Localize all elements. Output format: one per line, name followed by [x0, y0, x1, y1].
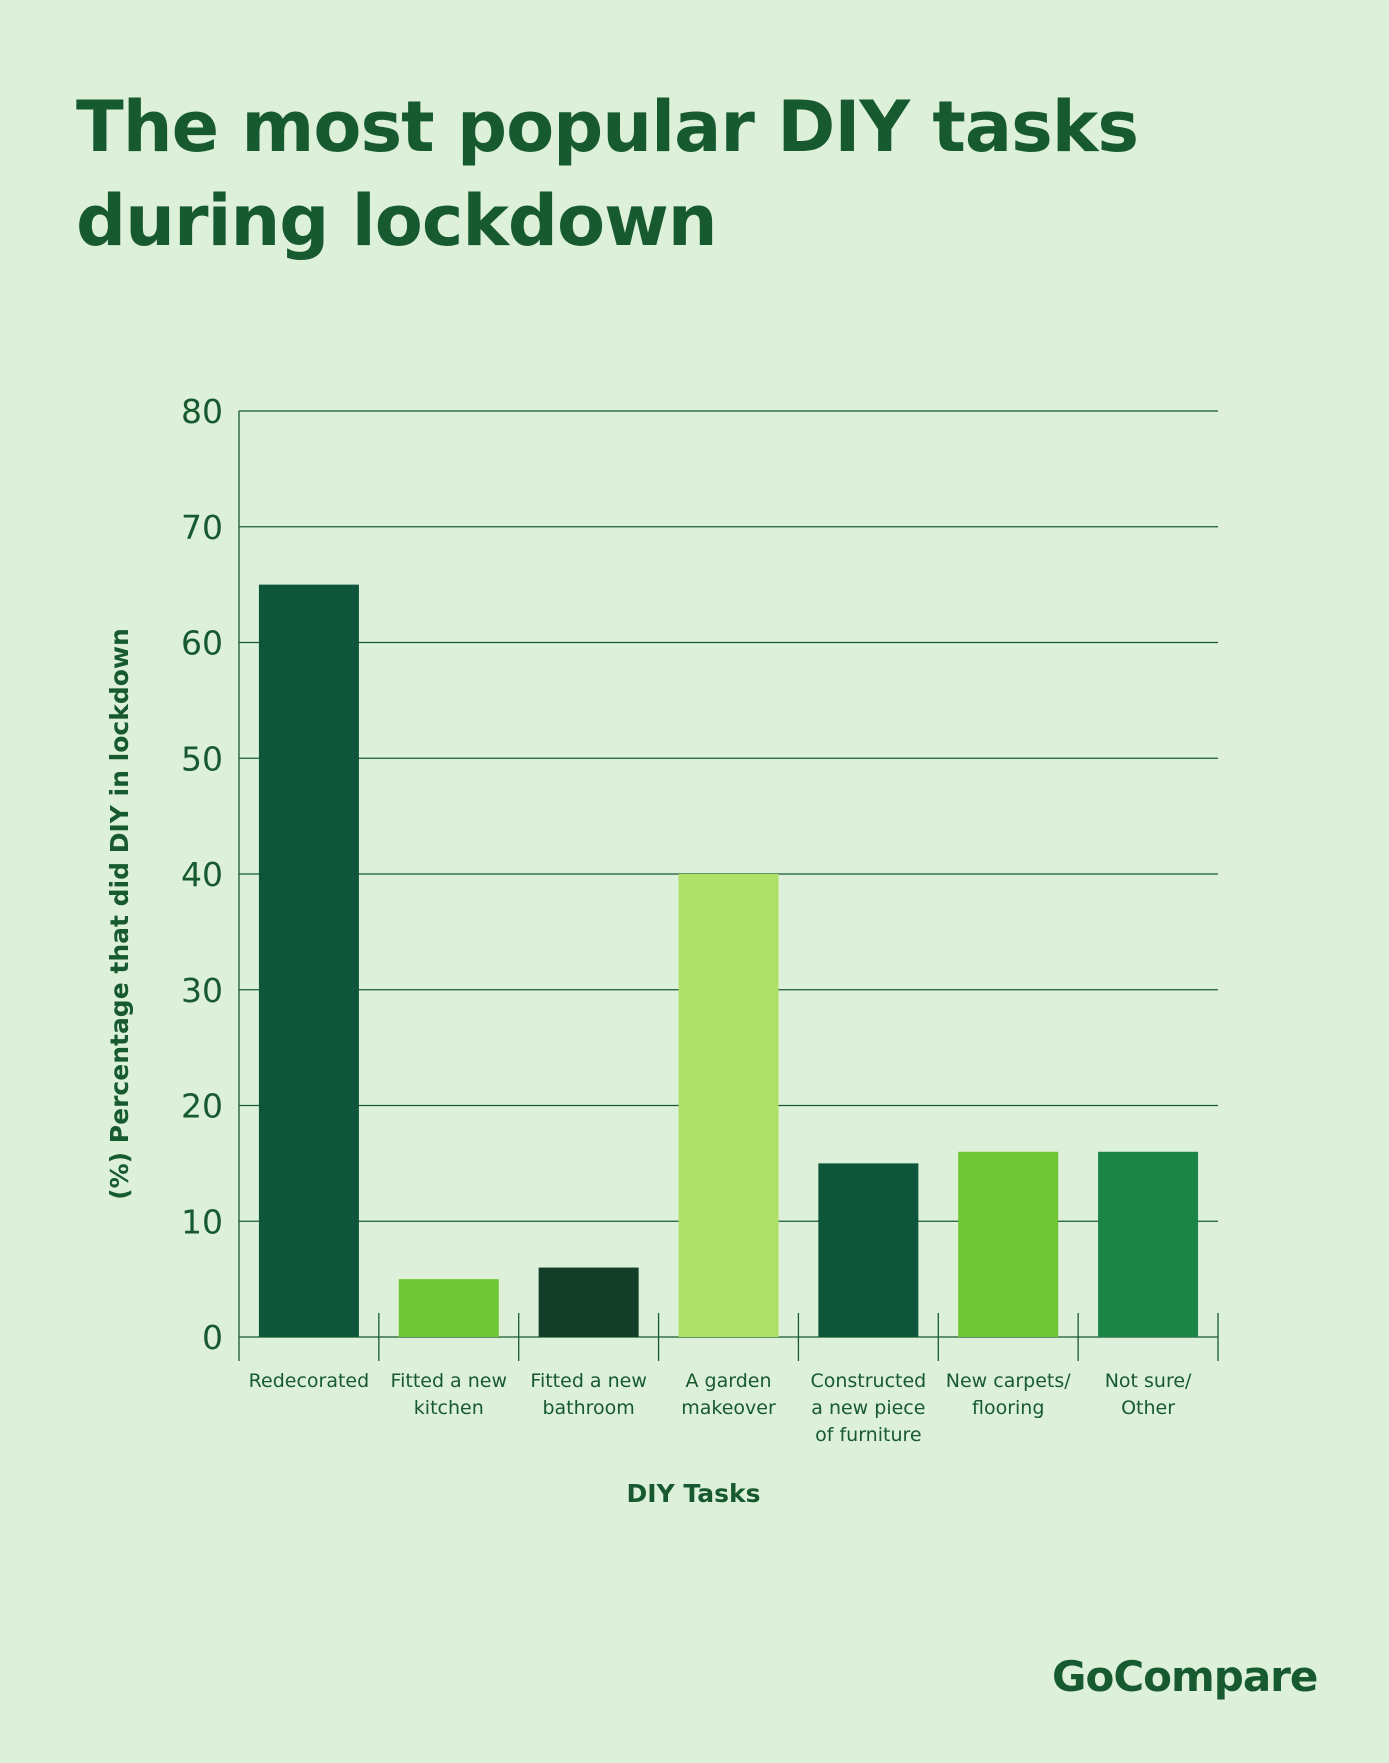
bars	[258, 584, 1199, 1337]
x-axis-label: DIY Tasks	[627, 1479, 761, 1508]
bar-6	[1098, 1151, 1199, 1337]
bar-1	[398, 1279, 499, 1337]
gocompare-logo: GoCompare	[1052, 1652, 1318, 1701]
x-tick-label-2: Fitted a new bathroom	[530, 1370, 646, 1419]
y-tick-label-0: 0	[202, 1318, 223, 1357]
y-axis-label: (%) Percentage that did DIY in lockdown	[105, 628, 134, 1200]
x-tick-labels: Redecorated Fitted a new kitchen Fitted a n…	[249, 1370, 1192, 1446]
y-tick-label-30: 30	[181, 971, 223, 1010]
y-tick-label-40: 40	[181, 855, 223, 894]
y-tick-label-70: 70	[181, 508, 223, 547]
x-tick-label-0: Redecorated	[249, 1370, 370, 1392]
x-tick-label-6: Not sure/Other	[1105, 1370, 1192, 1419]
x-tick-label-5: New carpets/flooring	[946, 1370, 1071, 1419]
y-tick-label-20: 20	[181, 1087, 223, 1126]
bar-2	[538, 1267, 639, 1337]
x-axis	[238, 411, 1219, 1361]
x-tick-label-4: Constructed a new piece of furniture	[810, 1370, 926, 1446]
x-tick-label-3: A garden makeover	[681, 1370, 776, 1419]
bar-0	[258, 584, 359, 1337]
y-tick-label-60: 60	[181, 624, 223, 663]
bar-3	[678, 874, 779, 1337]
y-tick-label-50: 50	[181, 739, 223, 778]
x-tick-label-1: Fitted a new kitchen	[391, 1370, 507, 1419]
bar-4	[818, 1163, 919, 1337]
y-tick-labels: 0 10 20 30 40 50 60 70 80	[181, 392, 223, 1357]
y-tick-label-80: 80	[181, 392, 223, 431]
y-tick-label-10: 10	[181, 1202, 223, 1241]
chart-title: The most popular DIY tasks during lockdo…	[76, 86, 1139, 262]
bar-5	[958, 1151, 1059, 1337]
